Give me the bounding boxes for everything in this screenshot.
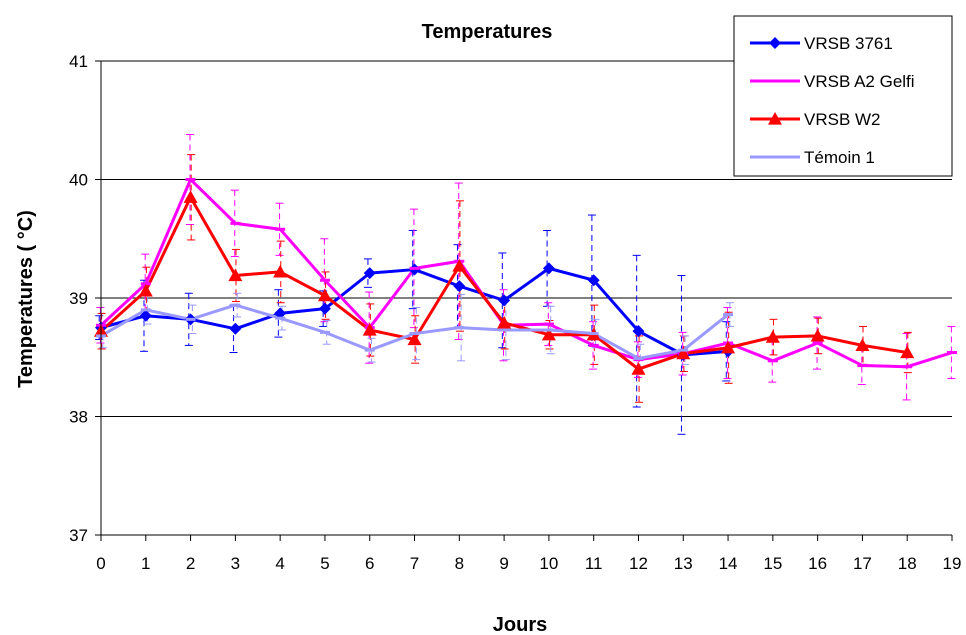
legend-label-vrsb-a2-gelfi: VRSB A2 Gelfi — [804, 72, 915, 91]
x-tick-label: 5 — [320, 554, 329, 573]
x-tick-label: 9 — [499, 554, 508, 573]
y-tick-label: 37 — [69, 526, 88, 545]
x-tick-label: 10 — [539, 554, 558, 573]
point-vrsb-a2-gelfi — [409, 266, 420, 270]
x-tick-label: 4 — [275, 554, 284, 573]
chart-title: Temperatures — [422, 21, 553, 43]
series-lines — [99, 178, 953, 371]
x-tick-label: 6 — [365, 554, 374, 573]
point-t-moin-1 — [364, 348, 375, 352]
point-vrsb-3761 — [139, 309, 152, 322]
x-tick-label: 13 — [674, 554, 693, 573]
point-vrsb-3761 — [453, 280, 466, 293]
point-vrsb-a2-gelfi — [902, 365, 913, 369]
point-vrsb-w2 — [810, 328, 825, 342]
y-tick-label: 39 — [69, 289, 88, 308]
point-t-moin-1 — [678, 348, 689, 352]
x-tick-label: 0 — [96, 554, 105, 573]
point-t-moin-1 — [319, 330, 330, 334]
point-t-moin-1 — [543, 328, 554, 332]
point-vrsb-w2 — [765, 330, 780, 343]
point-vrsb-a2-gelfi — [588, 343, 599, 347]
x-tick-label: 7 — [410, 554, 419, 573]
point-vrsb-3761 — [498, 294, 511, 307]
point-vrsb-3761 — [363, 267, 376, 280]
point-t-moin-1 — [185, 317, 196, 321]
error-bars — [95, 133, 956, 435]
x-tick-label: 2 — [186, 554, 195, 573]
point-vrsb-w2 — [721, 340, 736, 354]
point-vrsb-w2 — [183, 190, 198, 203]
legend-label-vrsb-3761: VRSB 3761 — [804, 34, 893, 53]
y-tick-label: 38 — [69, 408, 88, 427]
point-vrsb-3761 — [542, 262, 555, 275]
point-vrsb-a2-gelfi — [319, 278, 330, 282]
point-vrsb-w2 — [138, 283, 153, 297]
point-vrsb-a2-gelfi — [767, 359, 778, 363]
point-vrsb-3761 — [274, 307, 287, 320]
point-vrsb-a2-gelfi — [230, 221, 241, 225]
point-vrsb-a2-gelfi — [140, 282, 151, 286]
legend-marker-t-moin-1 — [770, 155, 780, 159]
point-t-moin-1 — [140, 308, 151, 312]
point-t-moin-1 — [588, 332, 599, 336]
point-t-moin-1 — [454, 326, 465, 330]
point-t-moin-1 — [275, 316, 286, 320]
point-t-moin-1 — [230, 303, 241, 307]
point-vrsb-a2-gelfi — [543, 322, 554, 326]
series-line-vrsb-a2-gelfi — [99, 178, 953, 369]
point-vrsb-a2-gelfi — [947, 351, 957, 355]
point-t-moin-1 — [499, 328, 510, 332]
y-tick-label: 41 — [69, 52, 88, 71]
point-vrsb-w2 — [228, 268, 243, 282]
x-tick-label: 14 — [719, 554, 738, 573]
legend-marker-vrsb-w2 — [768, 112, 782, 125]
x-tick-label: 15 — [763, 554, 782, 573]
point-vrsb-a2-gelfi — [857, 364, 868, 368]
point-t-moin-1 — [633, 356, 644, 360]
point-t-moin-1 — [723, 313, 734, 317]
point-vrsb-a2-gelfi — [812, 341, 823, 345]
legend: VRSB 3761 VRSB A2 Gelfi VRSB W2 Témoin 1 — [733, 15, 953, 177]
point-vrsb-3761 — [229, 322, 242, 335]
point-vrsb-a2-gelfi — [185, 178, 196, 181]
y-axis-title: Temperatures ( °C) — [15, 210, 37, 388]
point-vrsb-w2 — [362, 322, 377, 336]
point-vrsb-w2 — [452, 259, 467, 272]
point-vrsb-3761 — [318, 302, 331, 315]
x-tick-label: 1 — [141, 554, 150, 573]
x-tick-label: 18 — [898, 554, 917, 573]
point-vrsb-3761 — [587, 274, 600, 287]
point-vrsb-w2 — [407, 332, 422, 346]
point-vrsb-3761 — [632, 325, 645, 338]
x-axis-title: Jours — [493, 614, 547, 635]
point-vrsb-w2 — [497, 315, 512, 329]
point-vrsb-w2 — [676, 346, 691, 360]
point-vrsb-w2 — [317, 288, 332, 302]
point-vrsb-w2 — [631, 362, 646, 375]
legend-label-vrsb-w2: VRSB W2 — [804, 110, 881, 129]
legend-marker-vrsb-3761 — [769, 37, 781, 49]
legend-marker-vrsb-a2-gelfi — [770, 79, 780, 83]
point-vrsb-w2 — [273, 264, 288, 278]
point-vrsb-w2 — [541, 327, 556, 341]
x-tick-label: 17 — [853, 554, 872, 573]
series-markers — [94, 178, 957, 375]
x-tick-label: 3 — [231, 554, 240, 573]
point-vrsb-w2 — [900, 345, 915, 359]
y-tick-label: 40 — [69, 171, 88, 190]
series-line-vrsb-w2 — [99, 195, 908, 371]
point-vrsb-a2-gelfi — [275, 227, 286, 231]
x-tick-label: 16 — [808, 554, 827, 573]
point-t-moin-1 — [409, 332, 420, 336]
x-tick-label: 19 — [943, 554, 962, 573]
point-vrsb-w2 — [855, 338, 870, 351]
x-tick-label: 8 — [455, 554, 464, 573]
x-tick-label: 11 — [585, 554, 603, 573]
legend-label-t-moin-1: Témoin 1 — [804, 148, 875, 167]
axes — [95, 60, 953, 541]
x-tick-label: 12 — [629, 554, 648, 573]
